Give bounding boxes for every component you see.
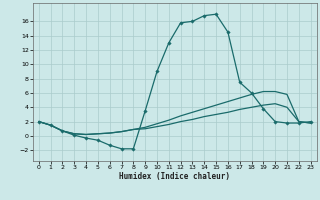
X-axis label: Humidex (Indice chaleur): Humidex (Indice chaleur) (119, 172, 230, 181)
